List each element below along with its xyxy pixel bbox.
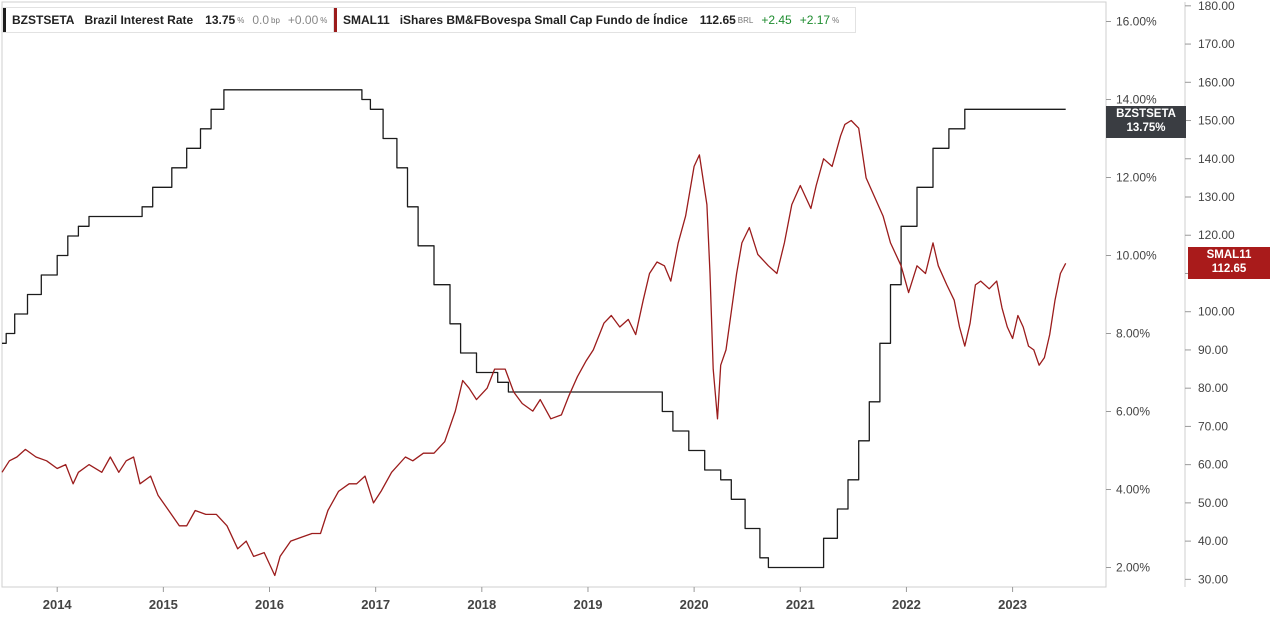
x-tick-label: 2018 bbox=[467, 597, 496, 612]
rate-tick-label: 8.00% bbox=[1116, 327, 1150, 341]
y-axis-rate: 2.00% 4.00% 6.00% 8.00% 10.00% 12.00% 14.00% 16… bbox=[1106, 15, 1157, 575]
price-tick-label: 30.00 bbox=[1198, 572, 1228, 586]
legend-value: 112.65 bbox=[699, 13, 736, 27]
legend-unit: % bbox=[237, 15, 245, 25]
legend-unit: BRL bbox=[737, 15, 754, 25]
x-tick-label: 2016 bbox=[255, 597, 284, 612]
price-tick-label: 180.00 bbox=[1198, 0, 1235, 13]
legend-change-abs: +2.45 bbox=[761, 13, 792, 27]
legend-change-pct-unit: % bbox=[832, 15, 840, 25]
legend-item-smal[interactable]: SMAL11 iShares BM&FBovespa Small Cap Fun… bbox=[333, 7, 857, 33]
rate-tick-label: 12.00% bbox=[1116, 171, 1157, 185]
legend-change-abs-unit: bp bbox=[271, 15, 280, 25]
price-tick-label: 160.00 bbox=[1198, 75, 1235, 89]
x-tick-label: 2020 bbox=[680, 597, 709, 612]
x-tick-label: 2021 bbox=[786, 597, 815, 612]
series-layer bbox=[1, 89, 1067, 577]
rate-tick-label: 10.00% bbox=[1116, 249, 1157, 263]
legend-item-rate[interactable]: BZSTSETA Brazil Interest Rate 13.75 % 0.… bbox=[2, 7, 345, 33]
series-line-bzstseta bbox=[2, 89, 1066, 569]
legend-change-pct-unit: % bbox=[320, 15, 328, 25]
x-tick-label: 2017 bbox=[361, 597, 390, 612]
price-tick-label: 100.00 bbox=[1198, 305, 1235, 319]
price-tick-label: 140.00 bbox=[1198, 152, 1235, 166]
rate-tick-label: 2.00% bbox=[1116, 561, 1150, 575]
badge-ticker: BZSTSETA bbox=[1116, 108, 1176, 120]
legend-value: 13.75 bbox=[205, 13, 236, 27]
legend-name: Brazil Interest Rate bbox=[84, 13, 194, 27]
price-tick-label: 50.00 bbox=[1198, 496, 1228, 510]
price-tick-label: 40.00 bbox=[1198, 534, 1228, 548]
price-tick-label: 130.00 bbox=[1198, 190, 1235, 204]
legend-change-pct: +2.17 bbox=[799, 13, 831, 27]
badge-value: 112.65 bbox=[1211, 263, 1247, 275]
x-tick-label: 2022 bbox=[892, 597, 921, 612]
legend-swatch-smal bbox=[334, 8, 337, 32]
legend-ticker: BZSTSETA bbox=[12, 13, 75, 27]
plot-frame bbox=[1, 1, 1186, 588]
x-tick-label: 2019 bbox=[574, 597, 603, 612]
badge-ticker: SMAL11 bbox=[1206, 249, 1252, 261]
x-tick-label: 2015 bbox=[149, 597, 178, 612]
x-tick-label: 2014 bbox=[43, 597, 73, 612]
legend-change-abs: 0.0 bbox=[252, 13, 269, 27]
price-tick-label: 90.00 bbox=[1198, 343, 1228, 357]
last-value-badge-smal: SMAL11 112.65 bbox=[1188, 247, 1270, 279]
x-tick-label: 2023 bbox=[998, 597, 1027, 612]
legend-name: iShares BM&FBovespa Small Cap Fundo de Í… bbox=[399, 13, 688, 27]
series-line-smal11 bbox=[1, 119, 1067, 577]
rate-tick-label: 14.00% bbox=[1116, 93, 1157, 107]
rate-tick-label: 16.00% bbox=[1116, 15, 1157, 29]
price-tick-label: 170.00 bbox=[1198, 37, 1235, 51]
legend-swatch-rate bbox=[3, 8, 6, 32]
price-tick-label: 120.00 bbox=[1198, 228, 1235, 242]
rate-tick-label: 6.00% bbox=[1116, 405, 1150, 419]
price-tick-label: 80.00 bbox=[1198, 381, 1228, 395]
plot-border bbox=[1, 1, 1107, 588]
legend-change-pct: +0.00 bbox=[287, 13, 319, 27]
badge-value: 13.75% bbox=[1126, 122, 1166, 134]
price-tick-label: 70.00 bbox=[1198, 419, 1228, 433]
rate-tick-label: 4.00% bbox=[1116, 483, 1150, 497]
legend-ticker: SMAL11 bbox=[343, 13, 390, 27]
y-axis-price: 30.00 40.00 50.00 60.00 70.00 80.00 90.00 100.0… bbox=[1185, 0, 1235, 586]
price-tick-label: 150.00 bbox=[1198, 114, 1235, 128]
x-axis: 2014 2015 2016 2017 2018 2019 2020 2021 2022 2023 bbox=[43, 587, 1027, 612]
last-value-badge-rate: BZSTSETA 13.75% bbox=[1106, 106, 1186, 138]
price-tick-label: 60.00 bbox=[1198, 458, 1228, 472]
